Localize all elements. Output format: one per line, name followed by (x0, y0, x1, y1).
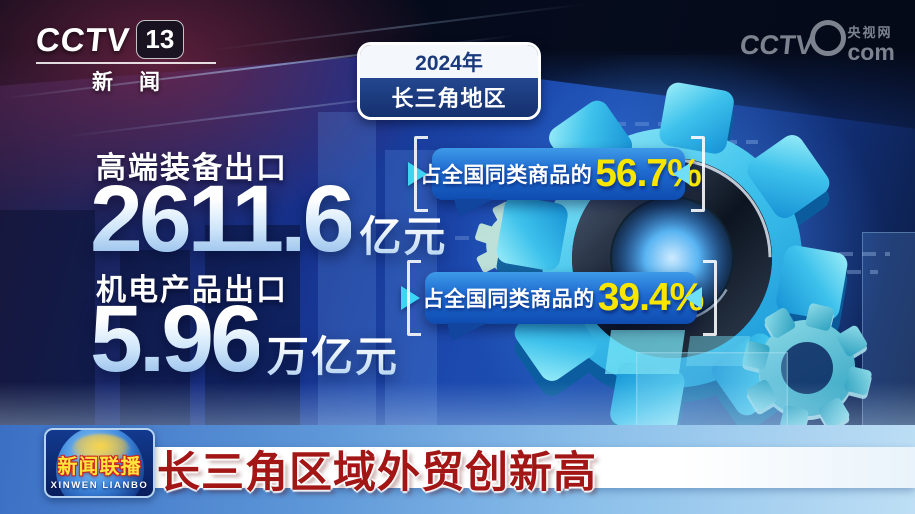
skyline-light-bar (318, 112, 376, 432)
stat-unit: 万亿元 (267, 323, 399, 384)
channel-number-badge: 13 (135, 20, 184, 59)
channel-logo-divider (36, 62, 216, 64)
lower-third: 长三角区域外贸创新高 新闻联播 XINWEN LIANBO (0, 425, 915, 514)
callout-share-2: 占全国同类商品的 39.4% (401, 260, 717, 341)
bracket-left-icon (414, 136, 428, 212)
watermark-domain: com (847, 39, 895, 65)
bracket-right-icon (691, 136, 705, 212)
skyline-silhouette (120, 250, 190, 430)
skyline-silhouette (205, 225, 300, 430)
program-logo: 新闻联播 XINWEN LIANBO (44, 428, 155, 498)
stat-unit: 亿元 (359, 203, 447, 264)
channel-logo: CCTV 13 新闻 (34, 20, 216, 96)
bracket-left-icon (407, 260, 421, 336)
program-name: 新闻联播 (57, 456, 142, 478)
title-badge: 2024年 长三角地区 (357, 42, 541, 120)
stat-label-high-end-equipment: 高端装备出口 (96, 152, 288, 185)
stat-value-mechanical-electrical: 5.96 万亿元 (90, 286, 399, 392)
headline-strip (70, 447, 915, 488)
arrow-left-icon (685, 287, 702, 309)
translucent-panel (636, 352, 788, 432)
callout-bubble: 占全国同类商品的 56.7% (408, 136, 705, 217)
callout-prefix: 占全国同类商品的 (422, 288, 595, 311)
stat-label-mechanical-electrical: 机电产品出口 (96, 274, 288, 307)
callout-bubble: 占全国同类商品的 39.4% (401, 260, 717, 341)
globe-icon (55, 430, 144, 496)
stat-value-high-end-equipment: 2611.6 亿元 (90, 166, 447, 272)
program-romanized: XINWEN LIANBO (50, 480, 149, 491)
channel-brand: CCTV (34, 20, 132, 58)
watermark-site-name: 央视网 (847, 25, 893, 40)
skyline-silhouette (0, 210, 95, 430)
arrow-left-icon (673, 163, 690, 185)
stat-number: 2611.6 (90, 166, 355, 272)
watermark-ring-icon (809, 20, 846, 56)
headline-text: 长三角区域外贸创新高 (157, 449, 597, 497)
watermark-brand: CCTV (738, 29, 816, 60)
arrow-right-icon (408, 162, 427, 186)
callout-prefix: 占全国同类商品的 (420, 164, 593, 187)
network-watermark: CCTV 央视网 com (738, 20, 895, 65)
arrow-right-icon (401, 286, 420, 310)
stat-number: 5.96 (90, 286, 263, 392)
badge-year: 2024年 (360, 45, 538, 78)
channel-name: 新闻 (92, 71, 186, 94)
callout-share-1: 占全国同类商品的 56.7% (408, 136, 705, 217)
background-bottom-glow (0, 382, 915, 427)
badge-region: 长三角地区 (360, 78, 538, 117)
bracket-right-icon (703, 260, 717, 336)
